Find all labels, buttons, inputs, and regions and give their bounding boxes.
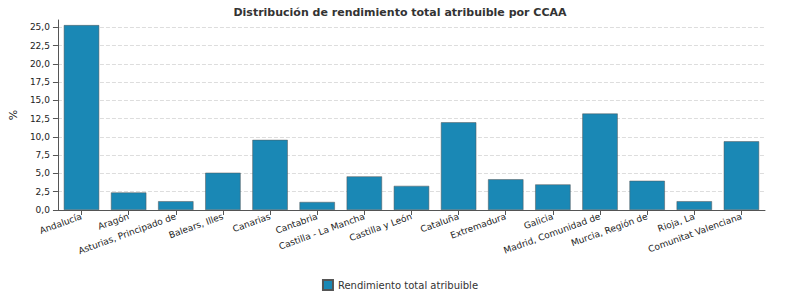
- svg-text:5,0: 5,0: [36, 168, 51, 178]
- svg-text:22,5: 22,5: [30, 41, 50, 51]
- svg-text:Murcia, Región de: Murcia, Región de: [570, 211, 650, 248]
- svg-text:Aragón: Aragón: [96, 211, 131, 232]
- svg-text:17,5: 17,5: [30, 77, 50, 87]
- svg-text:Castilla - La Mancha: Castilla - La Mancha: [277, 211, 366, 252]
- svg-text:Extremadura: Extremadura: [449, 211, 507, 240]
- svg-text:2,5: 2,5: [36, 187, 50, 197]
- svg-text:Andalucía: Andalucía: [38, 211, 83, 236]
- svg-text:Comunitat Valenciana: Comunitat Valenciana: [647, 211, 743, 254]
- svg-text:%: %: [7, 110, 20, 120]
- svg-text:Balears, Illes: Balears, Illes: [167, 211, 224, 240]
- svg-text:15,0: 15,0: [30, 95, 50, 105]
- svg-text:Madrid, Comunidad de: Madrid, Comunidad de: [502, 211, 602, 256]
- svg-text:Asturias, Principado de: Asturias, Principado de: [77, 211, 178, 256]
- svg-text:25,0: 25,0: [30, 22, 50, 32]
- svg-text:Cantabria: Cantabria: [274, 211, 319, 236]
- svg-text:12,5: 12,5: [30, 114, 50, 124]
- svg-text:Cataluña: Cataluña: [419, 211, 461, 235]
- svg-text:0,0: 0,0: [36, 205, 51, 215]
- svg-text:7,5: 7,5: [36, 150, 50, 160]
- svg-text:Rioja, La: Rioja, La: [656, 211, 696, 234]
- svg-text:Galicia: Galicia: [522, 211, 555, 232]
- svg-text:Canarias: Canarias: [231, 211, 272, 234]
- svg-text:Castilla y León: Castilla y León: [348, 211, 413, 243]
- svg-text:10,0: 10,0: [30, 132, 50, 142]
- svg-text:20,0: 20,0: [30, 59, 50, 69]
- svg-text:Distribución de rendimiento to: Distribución de rendimiento total atribu…: [233, 6, 567, 19]
- svg-text:Rendimiento total atribuible: Rendimiento total atribuible: [338, 280, 478, 291]
